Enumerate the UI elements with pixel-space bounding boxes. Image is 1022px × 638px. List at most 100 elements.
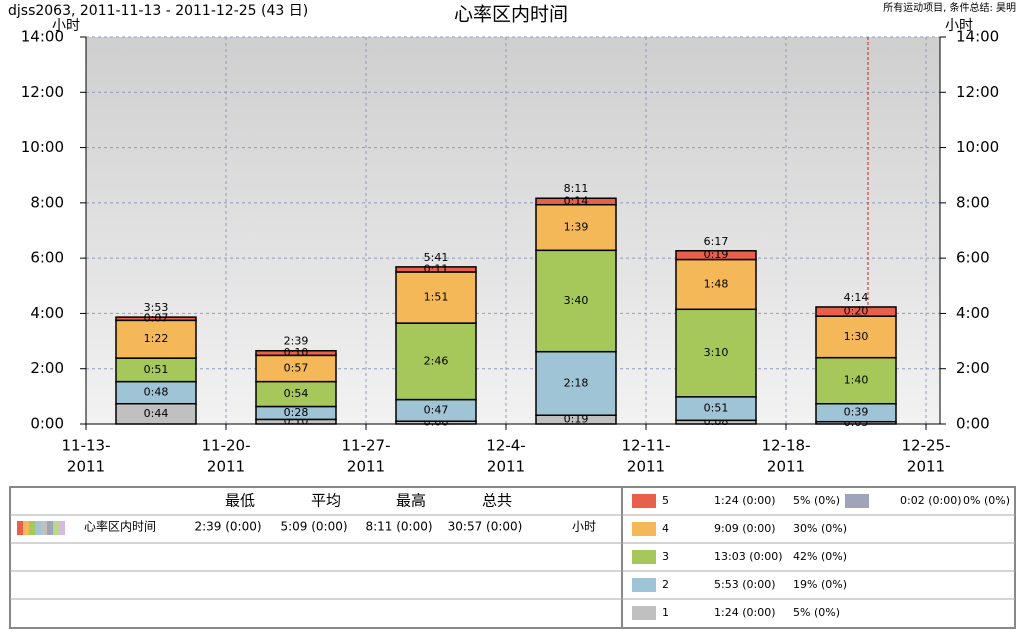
bar-segment [255, 380, 337, 408]
x-tick-label: 11-13- [62, 437, 111, 455]
total-label: 5:41 [424, 251, 449, 264]
table-header: 总共 [482, 492, 512, 510]
bar-segment [535, 203, 617, 252]
bar-segment [255, 354, 337, 383]
total-label: 4:14 [844, 291, 869, 304]
bar-segment [815, 356, 897, 405]
bar-segment [115, 316, 197, 322]
y-tick-label: 10:00 [21, 138, 64, 156]
segment-label: 0:44 [144, 407, 169, 420]
x-tick-label: 12-18- [762, 437, 811, 455]
x-tick-label: 12-11- [622, 437, 671, 455]
segment-label: 3:10 [704, 346, 729, 359]
segment-label: 1:22 [144, 332, 169, 345]
y2-tick-label: 2:00 [956, 359, 990, 377]
y-axis-label: 小时 [52, 18, 80, 34]
legend-label: 3 [662, 550, 669, 563]
legend-total: 9:09 (0:00) [714, 522, 775, 535]
y-tick-label: 0:00 [30, 415, 64, 433]
legend-swatch [632, 606, 656, 620]
x-tick-label: 12-4- [486, 437, 525, 455]
bar-segment [115, 319, 197, 359]
bar-segment [675, 308, 757, 398]
y2-tick-label: 10:00 [956, 138, 999, 156]
legend-total: 0:02 (0:00) [900, 494, 961, 507]
header: djss2063, 2011-11-13 - 2011-12-25 (43 日) [8, 3, 308, 19]
segment-label: 1:40 [844, 374, 869, 387]
segment-label: 0:14 [564, 194, 589, 207]
legend-percent: 0% (0%) [963, 494, 1010, 507]
x-tick-label: 11-20- [202, 437, 251, 455]
segment-label: 0:28 [284, 406, 309, 419]
table-header: 最低 [225, 492, 255, 510]
legend-percent: 19% (0%) [793, 578, 847, 591]
legend-swatch [845, 494, 869, 508]
bar-segment [535, 249, 617, 353]
segment-label: 0:07 [144, 312, 169, 325]
legend-percent: 5% (0%) [793, 606, 840, 619]
legend-label: 1 [662, 606, 669, 619]
legend-label: 2 [662, 578, 669, 591]
bar-segment [395, 322, 477, 401]
plot-area [86, 37, 940, 424]
bar-segment [535, 197, 617, 206]
y2-tick-label: 12:00 [956, 83, 999, 101]
table-cell: 8:11 (0:00) [365, 520, 432, 534]
bar-segment [395, 271, 477, 324]
legend-swatch [632, 494, 656, 508]
legend-swatch [632, 550, 656, 564]
segment-label: 0:20 [844, 305, 869, 318]
total-label: 8:11 [564, 182, 589, 195]
x-tick-label: 2011 [907, 458, 945, 476]
y-tick-label: 6:00 [30, 249, 64, 267]
x-tick-label: 2011 [767, 458, 805, 476]
x-tick-label: 2011 [207, 458, 245, 476]
table-cell: 30:57 (0:00) [448, 520, 523, 534]
x-tick-label: 11-27- [342, 437, 391, 455]
y2-tick-label: 6:00 [956, 249, 990, 267]
segment-label: 0:47 [424, 403, 449, 416]
legend-total: 1:24 (0:00) [714, 494, 775, 507]
legend-total: 5:53 (0:00) [714, 578, 775, 591]
legend-percent: 42% (0%) [793, 550, 847, 563]
legend-percent: 30% (0%) [793, 522, 847, 535]
segment-label: 1:30 [844, 330, 869, 343]
segment-label: 0:54 [284, 387, 309, 400]
legend-label: 5 [662, 494, 669, 507]
legend-swatch [632, 578, 656, 592]
table-cell: 2:39 (0:00) [194, 520, 261, 534]
legend-swatch [632, 522, 656, 536]
unit: 小时 [572, 520, 596, 534]
segment-label: 0:19 [704, 248, 729, 261]
y2-tick-label: 0:00 [956, 415, 990, 433]
y2-tick-label: 4:00 [956, 304, 990, 322]
segment-label: 2:18 [564, 376, 589, 389]
grid [86, 36, 940, 425]
segment-label: 2:46 [424, 354, 449, 367]
header-right: 所有运动项目, 条件总结: 昊明 [883, 1, 1016, 14]
row-name: 心率区内时间 [84, 519, 156, 534]
bar-segment [815, 315, 897, 359]
x-tick-label: 2011 [487, 458, 525, 476]
segment-label: 1:39 [564, 221, 589, 234]
total-label: 2:39 [284, 335, 309, 348]
legend-label: 4 [662, 522, 669, 535]
y-tick-label: 12:00 [21, 83, 64, 101]
chart-title: 心率区内时间 [454, 4, 568, 26]
segment-label: 0:51 [144, 363, 169, 376]
x-tick-label: 12-25- [902, 437, 951, 455]
segment-label: 1:48 [704, 277, 729, 290]
y-tick-label: 4:00 [30, 304, 64, 322]
bar-segment [255, 349, 337, 357]
y-tick-label: 8:00 [30, 193, 64, 211]
legend-total: 1:24 (0:00) [714, 606, 775, 619]
x-tick-label: 2011 [67, 458, 105, 476]
y2-tick-label: 14:00 [956, 28, 999, 46]
bar-segment [675, 258, 757, 311]
table-header: 最高 [396, 492, 426, 510]
segment-label: 1:51 [424, 291, 449, 304]
bar-segment [815, 306, 897, 317]
y-tick-label: 2:00 [30, 359, 64, 377]
